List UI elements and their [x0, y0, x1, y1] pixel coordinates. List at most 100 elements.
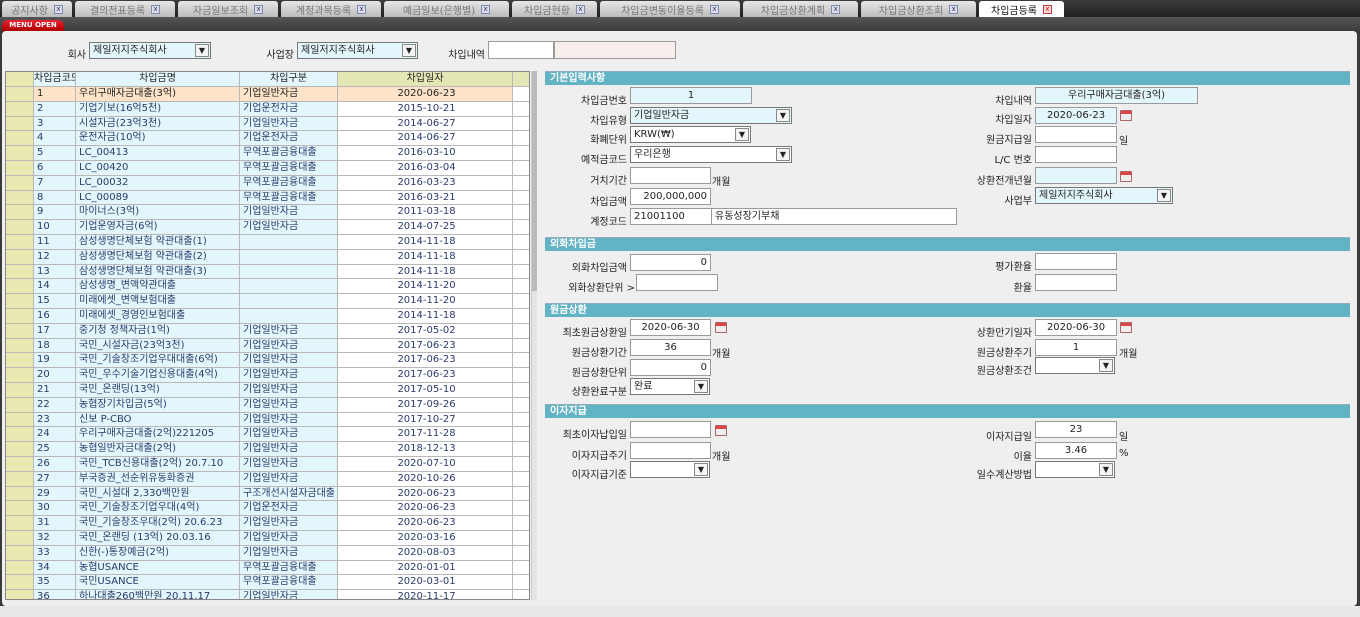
table-row[interactable]: 7 LC_00032 무역포괄금융대출 2016-03-23: [6, 175, 529, 191]
date-input[interactable]: 2020-06-23: [1035, 107, 1117, 124]
transfer-input[interactable]: [1035, 167, 1117, 184]
close-icon[interactable]: x: [1043, 4, 1052, 14]
row-indicator[interactable]: [6, 442, 34, 456]
row-indicator[interactable]: [6, 308, 34, 323]
interest-cycle-input[interactable]: [630, 442, 711, 459]
lc-input[interactable]: [1035, 146, 1117, 163]
calendar-icon[interactable]: [715, 322, 727, 333]
calendar-icon[interactable]: [715, 425, 727, 436]
row-indicator[interactable]: [6, 471, 34, 486]
tab-1[interactable]: 결의전표등록 x: [75, 1, 175, 17]
row-indicator[interactable]: [6, 456, 34, 471]
table-row[interactable]: 19 국민_기술창조기업우대대출(6억) 기업일반자금 2017-06-23: [6, 353, 529, 369]
table-row[interactable]: 33 신한(-)통장예금(2억) 기업일반자금 2020-08-03: [6, 545, 529, 561]
close-icon[interactable]: x: [53, 4, 63, 14]
row-indicator[interactable]: [6, 116, 34, 131]
column-header[interactable]: 차입금코드: [34, 72, 76, 86]
table-row[interactable]: 23 신보 P-CBO 기업일반자금 2017-10-27: [6, 412, 529, 428]
repay-unit-input[interactable]: 0: [630, 359, 711, 376]
row-indicator[interactable]: [6, 87, 34, 101]
tab-5[interactable]: 차입금현황 x: [512, 1, 597, 17]
loan-code-input[interactable]: [488, 41, 554, 59]
table-row[interactable]: 11 삼성생명단체보험 약관대출(1) 2014-11-18: [6, 234, 529, 250]
desc-input[interactable]: 우리구매자금대출(3억): [1035, 87, 1198, 104]
column-header[interactable]: [6, 72, 34, 86]
tab-9[interactable]: 차입금등록 x: [979, 1, 1064, 17]
row-indicator[interactable]: [6, 427, 34, 442]
amount-input[interactable]: 200,000,000: [630, 188, 711, 205]
grid-scrollbar[interactable]: [531, 71, 537, 600]
table-row[interactable]: 17 중기청 정책자금(1억) 기업일반자금 2017-05-02: [6, 323, 529, 339]
table-row[interactable]: 6 LC_00420 무역포괄금융대출 2016-03-04: [6, 160, 529, 176]
table-row[interactable]: 30 국민_기술창조기업우대(4억) 기업운전자금 2020-06-23: [6, 501, 529, 517]
deposit-code-select[interactable]: 우리은행 ▼: [630, 146, 792, 163]
currency-select[interactable]: KRW(₩) ▼: [630, 126, 751, 143]
interest-basis-select[interactable]: ▼: [630, 461, 710, 478]
table-row[interactable]: 14 삼성생명_변액약관대출 2014-11-20: [6, 279, 529, 295]
table-row[interactable]: 13 삼성생명단체보험 약관대출(3) 2014-11-18: [6, 264, 529, 280]
interest-first-input[interactable]: [630, 421, 711, 438]
tab-8[interactable]: 차입금상환조회 x: [861, 1, 976, 17]
maturity-input[interactable]: 2020-06-30: [1035, 319, 1117, 336]
table-row[interactable]: 27 부국증권_선순위유동화증권 기업일반자금 2020-10-26: [6, 471, 529, 487]
close-icon[interactable]: x: [831, 4, 841, 14]
row-indicator[interactable]: [6, 294, 34, 308]
close-icon[interactable]: x: [481, 4, 491, 14]
row-indicator[interactable]: [6, 530, 34, 545]
tab-6[interactable]: 차입금변동이율등록 x: [600, 1, 740, 17]
table-row[interactable]: 26 국민_TCB신용대출(2억) 20.7.10 기업일반자금 2020-07-10: [6, 456, 529, 472]
row-indicator[interactable]: [6, 353, 34, 368]
table-row[interactable]: 16 미래에셋_경영인보험대출 2014-11-18: [6, 308, 529, 324]
calendar-icon[interactable]: [1120, 171, 1132, 182]
menu-open-button[interactable]: MENU OPEN: [2, 20, 64, 31]
table-row[interactable]: 29 국민_시설대 2,330백만원 구조개선시설자금대출 2020-06-23: [6, 486, 529, 502]
foreign-amount-input[interactable]: 0: [630, 254, 711, 271]
row-indicator[interactable]: [6, 545, 34, 560]
table-row[interactable]: 24 우리구매자금대출(2억)221205 기업일반자금 2017-11-28: [6, 427, 529, 443]
row-indicator[interactable]: [6, 160, 34, 175]
table-row[interactable]: 3 시설자금(23억3천) 기업일반자금 2014-06-27: [6, 116, 529, 132]
table-row[interactable]: 9 마이너스(3억) 기업일반자금 2011-03-18: [6, 205, 529, 221]
interest-rate-input[interactable]: 3.46: [1035, 442, 1117, 459]
close-icon[interactable]: x: [949, 4, 959, 14]
table-row[interactable]: 36 하나대출260백만원 20.11.17 기업일반자금 2020-11-17: [6, 590, 529, 599]
row-indicator[interactable]: [6, 190, 34, 205]
row-indicator[interactable]: [6, 575, 34, 590]
eval-rate-input[interactable]: [1035, 253, 1117, 270]
day-method-select[interactable]: ▼: [1035, 461, 1115, 478]
tab-4[interactable]: 예금일보(은행별) x: [384, 1, 509, 17]
repay-done-select[interactable]: 완료 ▼: [630, 378, 710, 395]
tab-7[interactable]: 차입금상환계획 x: [743, 1, 858, 17]
foreign-unit-input[interactable]: [636, 274, 718, 291]
interest-day-input[interactable]: 23: [1035, 421, 1117, 438]
loan-type-select[interactable]: 기업일반자금 ▼: [630, 107, 792, 124]
table-row[interactable]: 4 운전자금(10억) 기업운전자금 2014-06-27: [6, 131, 529, 147]
tab-2[interactable]: 자금일보조회 x: [178, 1, 278, 17]
close-icon[interactable]: x: [709, 4, 719, 14]
column-header[interactable]: 차입구분: [240, 72, 338, 86]
table-row[interactable]: 5 LC_00413 무역포괄금융대출 2016-03-10: [6, 146, 529, 161]
table-row[interactable]: 2 기업기보(16억5천) 기업운전자금 2015-10-21: [6, 101, 529, 117]
site-select[interactable]: 제일저지주식회사 ▼: [297, 42, 418, 59]
table-row[interactable]: 32 국민_온랜딩 (13억) 20.03.16 기업일반자금 2020-03-16: [6, 530, 529, 546]
table-row[interactable]: 21 국민_온랜딩(13억) 기업일반자금 2017-05-10: [6, 382, 529, 398]
scrollbar-thumb[interactable]: [532, 71, 537, 291]
division-select[interactable]: 제일저지주식회사 ▼: [1035, 187, 1173, 204]
row-indicator[interactable]: [6, 368, 34, 382]
loan-no-input[interactable]: 1: [630, 87, 752, 104]
close-icon[interactable]: x: [254, 4, 264, 14]
row-indicator[interactable]: [6, 501, 34, 516]
close-icon[interactable]: x: [357, 4, 367, 14]
row-indicator[interactable]: [6, 560, 34, 575]
table-row[interactable]: 22 농협장기차입금(5억) 기업일반자금 2017-09-26: [6, 397, 529, 413]
company-select[interactable]: 제일저지주식회사 ▼: [89, 42, 211, 59]
rate-input[interactable]: [1035, 274, 1117, 291]
table-row[interactable]: 25 농협일반자금대출(2억) 기업일반자금 2018-12-13: [6, 442, 529, 457]
principal-day-input[interactable]: [1035, 126, 1117, 143]
table-row[interactable]: 31 국민_기술창조우대(2억) 20.6.23 기업일반자금 2020-06-23: [6, 516, 529, 531]
row-indicator[interactable]: [6, 220, 34, 234]
repay-cond-select[interactable]: ▼: [1035, 357, 1115, 374]
repay-period-input[interactable]: 36: [630, 339, 711, 356]
row-indicator[interactable]: [6, 323, 34, 338]
table-row[interactable]: 34 농협USANCE 무역포괄금융대출 2020-01-01: [6, 560, 529, 576]
